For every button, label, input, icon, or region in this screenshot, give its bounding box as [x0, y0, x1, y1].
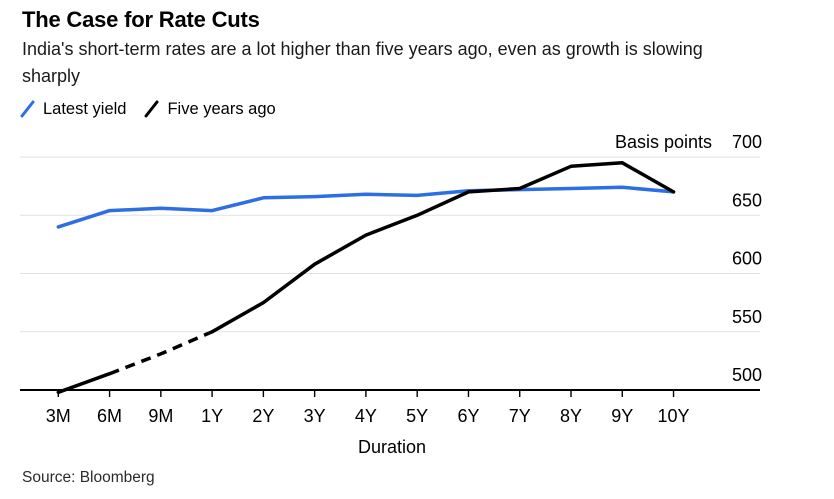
legend-item-latest-yield: Latest yield: [20, 99, 126, 119]
x-tick-label-3M: 3M: [46, 406, 71, 426]
x-axis-title: Duration: [358, 437, 426, 457]
x-tick-label-5Y: 5Y: [406, 406, 428, 426]
x-tick-label-4Y: 4Y: [355, 406, 377, 426]
yield-curve-chart: 500 550 600 650 700 Basis points 3M 6M 9M 1Y 2Y 3Y 4…: [20, 132, 762, 457]
black-slash-icon: [144, 100, 159, 118]
blue-slash-icon: [20, 100, 35, 118]
y-axis-label-650: 650: [732, 190, 762, 210]
x-tick-label-6M: 6M: [97, 406, 122, 426]
legend-label: Latest yield: [43, 99, 127, 118]
x-tick-label-3Y: 3Y: [304, 406, 326, 426]
chart-title: The Case for Rate Cuts: [22, 7, 260, 32]
legend-label: Five years ago: [167, 99, 276, 118]
x-tick-label-10Y: 10Y: [658, 406, 690, 426]
series-line-five-years-ago-dashed: [108, 330, 213, 376]
y-axis-unit-label: Basis points: [615, 132, 712, 152]
x-tick-label-1Y: 1Y: [201, 406, 223, 426]
x-tick-label-2Y: 2Y: [252, 406, 274, 426]
chart-legend: Latest yield Five years ago: [20, 99, 276, 119]
x-tick-label-6Y: 6Y: [457, 406, 479, 426]
x-tick-label-8Y: 8Y: [560, 406, 582, 426]
y-axis-label-550: 550: [732, 307, 762, 327]
legend-item-five-years-ago: Five years ago: [144, 99, 276, 119]
y-axis-label-600: 600: [732, 249, 762, 269]
series-line-five-years-ago-solid-start: [56, 371, 112, 395]
source-attribution: Source: Bloomberg: [22, 469, 155, 486]
x-tick-label-9Y: 9Y: [611, 406, 633, 426]
series-line-latest-yield: [56, 185, 676, 229]
chart-subtitle: India's short-term rates are a lot highe…: [22, 39, 703, 86]
y-axis-label-700: 700: [732, 132, 762, 152]
series-line-five-years-ago-solid-end: [210, 161, 676, 334]
x-tick-label-7Y: 7Y: [509, 406, 531, 426]
x-tick-label-9M: 9M: [148, 406, 173, 426]
y-axis-label-500: 500: [732, 365, 762, 385]
